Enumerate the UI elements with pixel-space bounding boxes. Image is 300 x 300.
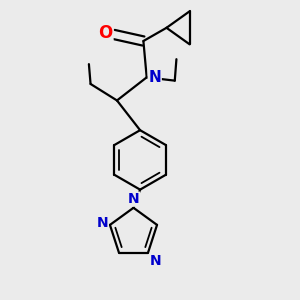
Text: N: N bbox=[150, 254, 161, 268]
Text: O: O bbox=[98, 24, 112, 42]
Text: N: N bbox=[97, 216, 108, 230]
Text: N: N bbox=[128, 192, 139, 206]
Text: N: N bbox=[148, 70, 161, 85]
